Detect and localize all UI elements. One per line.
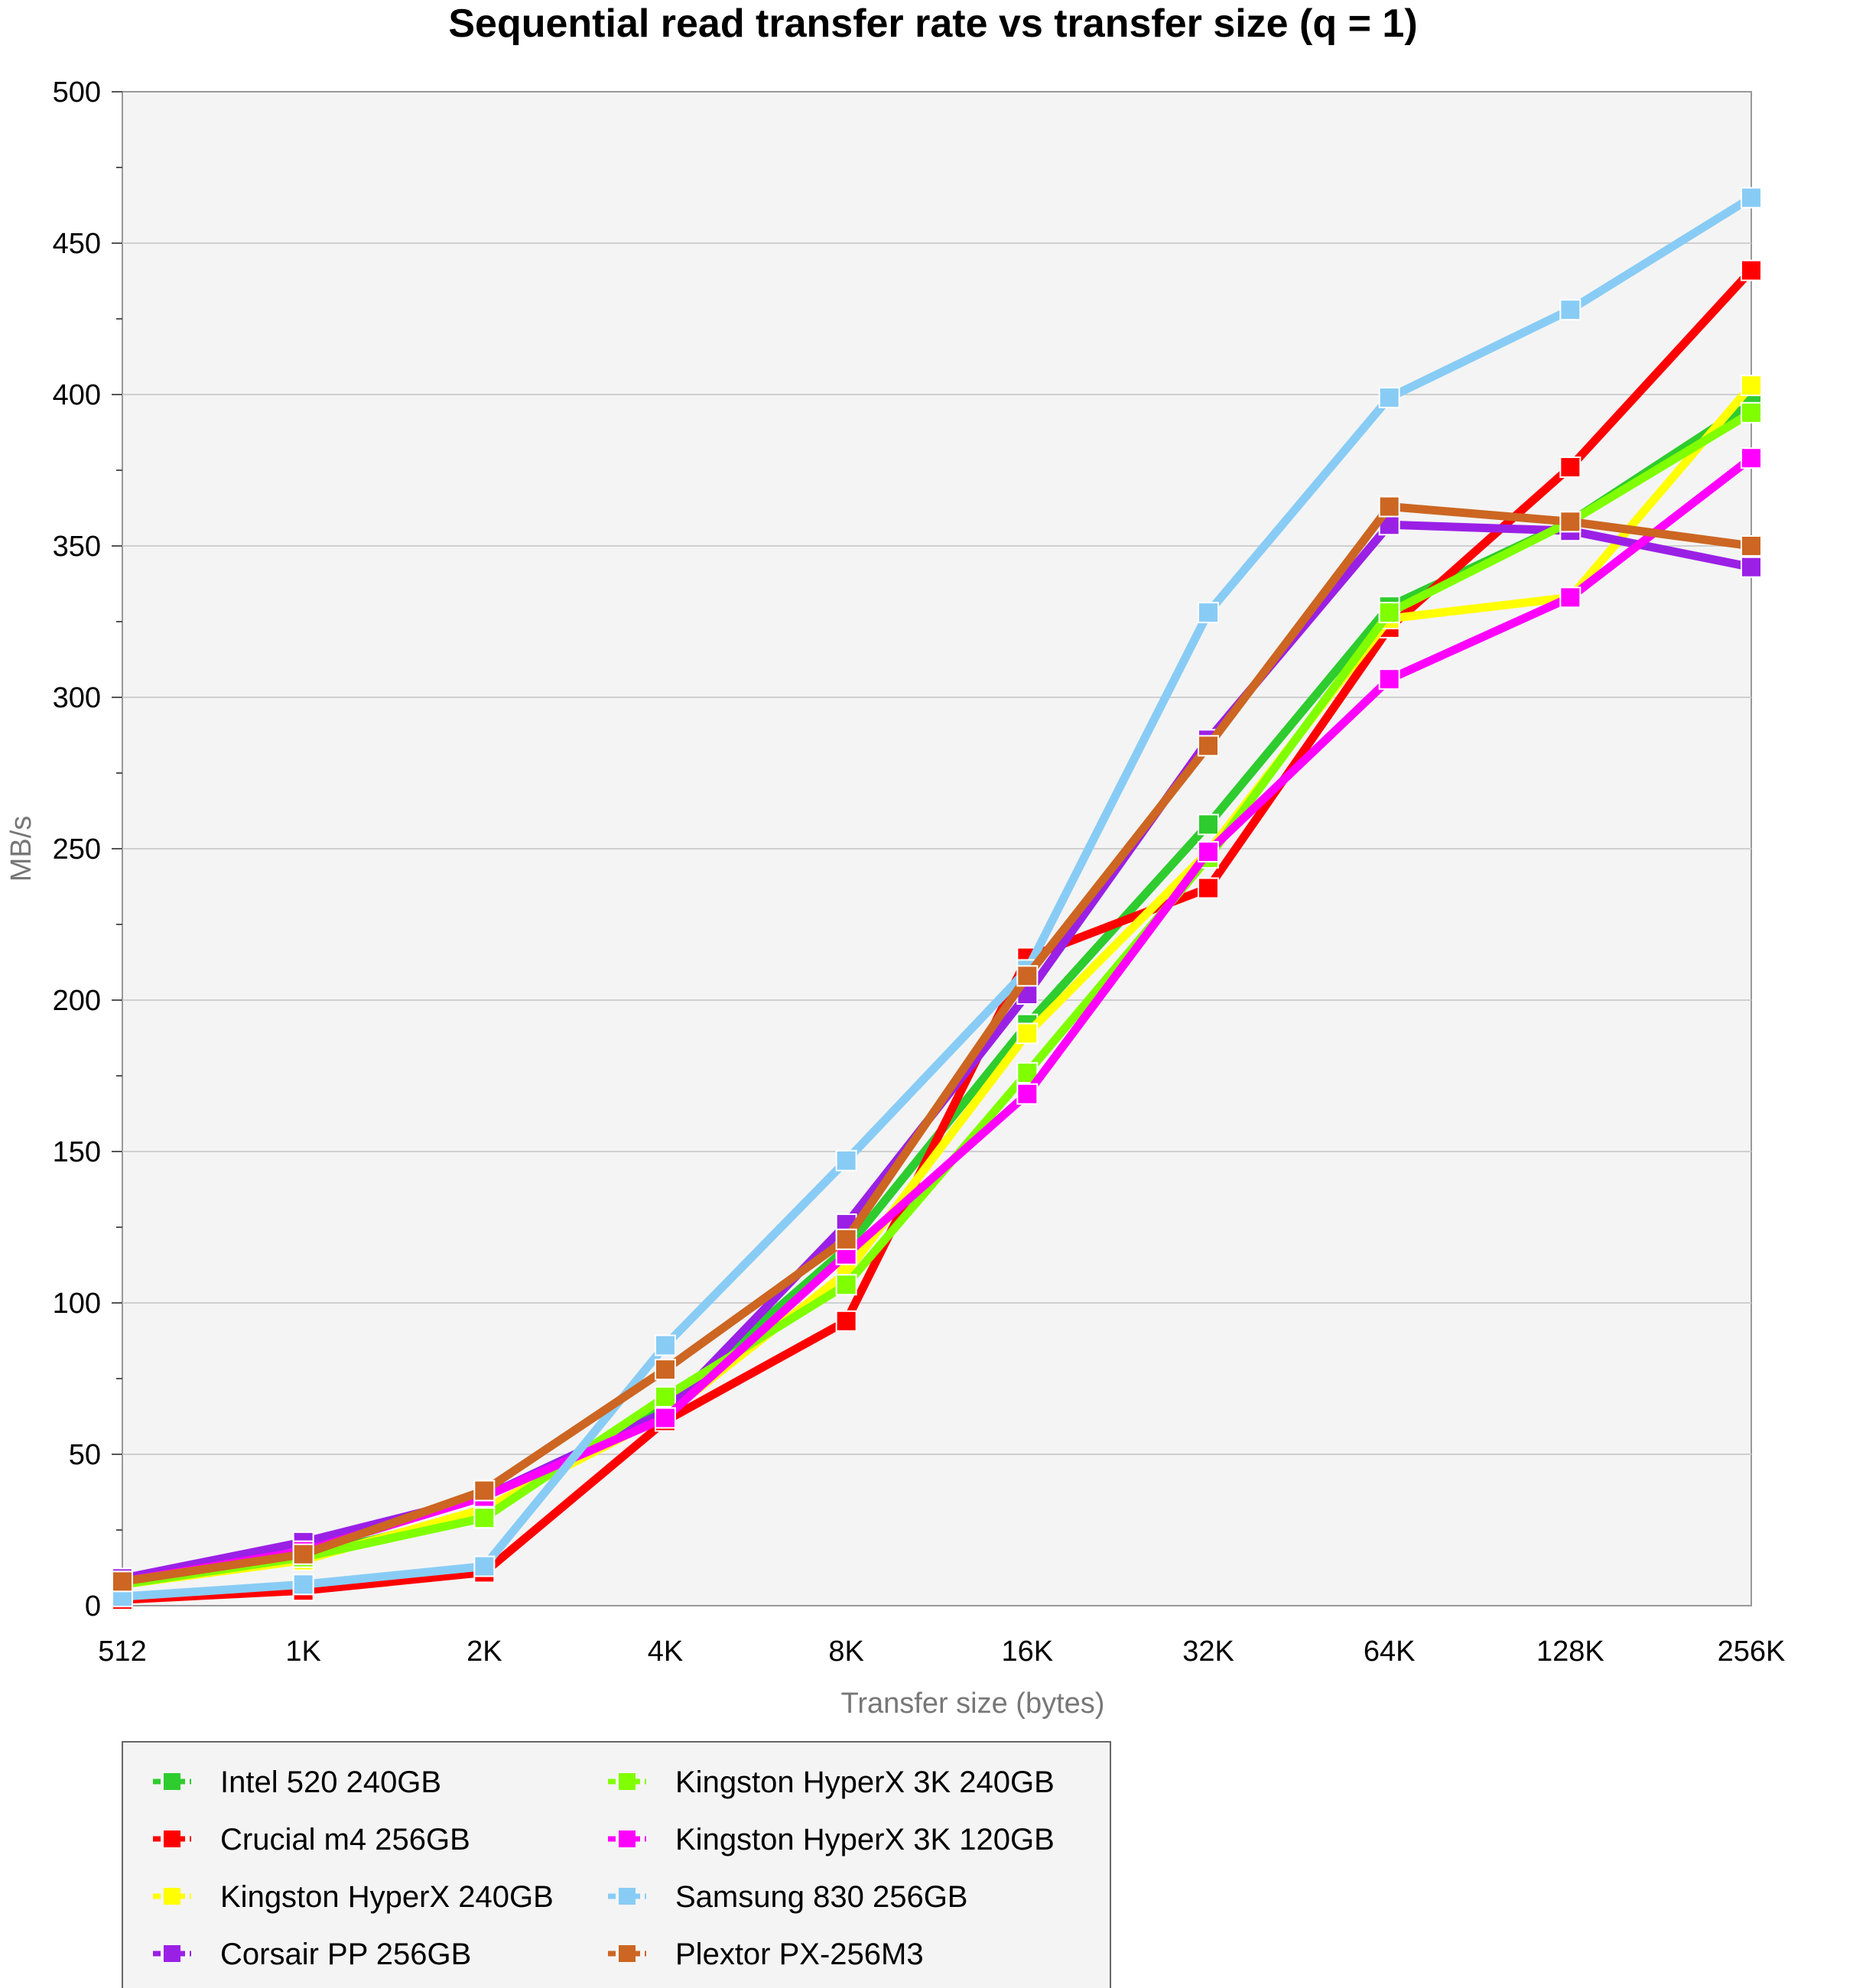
legend-label: Kingston HyperX 3K 240GB bbox=[675, 1765, 1055, 1799]
y-tick-label: 200 bbox=[53, 985, 101, 1017]
data-point bbox=[1741, 556, 1762, 578]
data-point bbox=[1198, 814, 1219, 836]
series-line bbox=[118, 266, 1756, 1604]
x-tick-label: 512 bbox=[98, 1636, 146, 1668]
y-tick-label: 500 bbox=[53, 76, 101, 109]
data-point bbox=[1016, 1083, 1039, 1105]
y-tick-label: 50 bbox=[69, 1439, 101, 1471]
legend-item: Samsung 830 256GB bbox=[608, 1880, 967, 1914]
data-point bbox=[835, 1228, 857, 1250]
y-tick-label: 0 bbox=[85, 1590, 101, 1623]
legend-swatch-marker bbox=[164, 1888, 180, 1905]
x-tick-label: 1K bbox=[285, 1636, 320, 1668]
legend-item: Kingston HyperX 3K 120GB bbox=[608, 1823, 1055, 1856]
legend-box bbox=[122, 1741, 1111, 1988]
legend-swatch-marker bbox=[164, 1773, 180, 1790]
data-point bbox=[835, 1274, 857, 1296]
legend-item: Intel 520 240GB bbox=[153, 1765, 441, 1799]
data-point bbox=[835, 1310, 857, 1332]
x-tick-label: 128K bbox=[1536, 1636, 1604, 1668]
legend-swatch-marker bbox=[619, 1773, 636, 1790]
series-samsung-830-256gb bbox=[112, 187, 1762, 1608]
y-axis: 0 50 100 150 200 250 300 350 400 450 500 bbox=[53, 76, 122, 1623]
data-point bbox=[1016, 965, 1039, 987]
legend-item: Plextor PX-256M3 bbox=[608, 1938, 924, 1971]
legend-item: Kingston HyperX 240GB bbox=[153, 1880, 554, 1914]
data-point bbox=[1741, 535, 1762, 557]
data-point bbox=[473, 1555, 496, 1577]
data-point bbox=[1741, 259, 1762, 281]
data-point bbox=[473, 1480, 496, 1502]
series-line bbox=[118, 502, 1756, 1586]
series-plextor-px-256m3 bbox=[112, 495, 1762, 1593]
x-tick-label: 16K bbox=[1002, 1636, 1054, 1668]
data-point bbox=[292, 1574, 314, 1596]
x-tick-label: 8K bbox=[828, 1636, 863, 1668]
legend-swatch-marker bbox=[164, 1830, 180, 1847]
x-tick-label: 4K bbox=[648, 1636, 683, 1668]
data-point bbox=[655, 1407, 676, 1429]
legend-label: Intel 520 240GB bbox=[220, 1765, 441, 1799]
x-tick-label: 32K bbox=[1182, 1636, 1234, 1668]
y-tick-label: 400 bbox=[53, 379, 101, 411]
legend-swatch-marker bbox=[619, 1888, 636, 1905]
legend: Intel 520 240GB Crucial m4 256GB Kingston … bbox=[153, 1765, 1055, 1971]
legend-swatch-marker bbox=[164, 1945, 180, 1962]
legend-swatch-marker bbox=[619, 1945, 636, 1962]
y-axis-label: MB/s bbox=[5, 816, 37, 882]
x-tick-label: 2K bbox=[466, 1636, 502, 1668]
legend-label: Corsair PP 256GB bbox=[220, 1938, 471, 1971]
legend-item: Corsair PP 256GB bbox=[153, 1938, 471, 1971]
data-point bbox=[112, 1571, 133, 1593]
x-tick-label: 64K bbox=[1364, 1636, 1416, 1668]
legend-label: Kingston HyperX 3K 120GB bbox=[675, 1823, 1055, 1856]
y-tick-label: 350 bbox=[53, 531, 101, 563]
data-point bbox=[1378, 495, 1400, 518]
legend-label: Crucial m4 256GB bbox=[220, 1823, 470, 1856]
legend-label: Kingston HyperX 240GB bbox=[220, 1880, 554, 1914]
data-point bbox=[655, 1334, 676, 1356]
x-axis: 512 1K 2K 4K 8K 16K 32K 64K 128K 256K bbox=[98, 1636, 1785, 1668]
data-point bbox=[1741, 447, 1762, 469]
data-point bbox=[1198, 735, 1219, 757]
y-tick-label: 100 bbox=[53, 1288, 101, 1320]
data-point bbox=[655, 1385, 676, 1408]
data-point bbox=[1741, 401, 1762, 424]
data-point bbox=[1378, 386, 1400, 408]
data-point bbox=[1559, 511, 1582, 533]
data-point bbox=[655, 1359, 676, 1381]
series-line bbox=[118, 193, 1756, 1601]
x-tick-label: 256K bbox=[1718, 1636, 1786, 1668]
data-point bbox=[835, 1149, 857, 1171]
data-point bbox=[1198, 877, 1219, 899]
x-axis-label: Transfer size (bytes) bbox=[841, 1688, 1105, 1720]
legend-label: Plextor PX-256M3 bbox=[675, 1938, 924, 1971]
data-point bbox=[1198, 602, 1219, 624]
y-tick-label: 450 bbox=[53, 228, 101, 260]
y-tick-label: 250 bbox=[53, 833, 101, 866]
data-point bbox=[1559, 299, 1582, 321]
data-point bbox=[1378, 602, 1400, 624]
series-group bbox=[112, 187, 1762, 1611]
data-point bbox=[473, 1507, 496, 1529]
data-point bbox=[1741, 187, 1762, 209]
legend-item: Crucial m4 256GB bbox=[153, 1823, 470, 1856]
chart-title: Sequential read transfer rate vs transfe… bbox=[448, 2, 1417, 46]
data-point bbox=[1016, 1022, 1039, 1044]
data-point bbox=[1559, 586, 1582, 609]
legend-item: Kingston HyperX 3K 240GB bbox=[608, 1765, 1055, 1799]
data-point bbox=[1198, 840, 1219, 862]
legend-swatch-marker bbox=[619, 1830, 636, 1847]
data-point bbox=[1741, 375, 1762, 397]
y-tick-label: 150 bbox=[53, 1136, 101, 1168]
data-point bbox=[292, 1543, 314, 1565]
y-tick-label: 300 bbox=[53, 682, 101, 714]
legend-label: Samsung 830 256GB bbox=[675, 1880, 967, 1914]
data-point bbox=[1559, 456, 1582, 479]
data-point bbox=[1378, 668, 1400, 690]
